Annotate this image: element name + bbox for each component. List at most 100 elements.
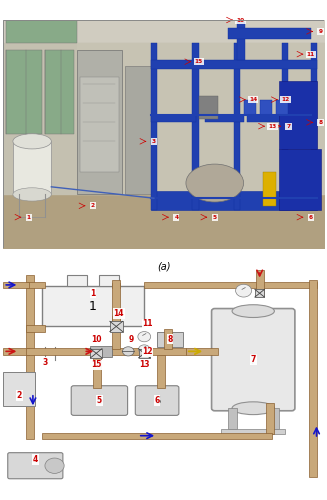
Bar <box>234 43 240 209</box>
Bar <box>26 325 45 332</box>
Bar <box>157 354 165 388</box>
Bar <box>42 432 272 439</box>
Ellipse shape <box>13 134 51 149</box>
Text: 4: 4 <box>33 455 38 464</box>
Bar <box>237 22 245 60</box>
Text: 4: 4 <box>174 214 179 220</box>
Text: 10: 10 <box>236 18 245 22</box>
Bar <box>279 149 320 210</box>
Bar <box>244 100 256 115</box>
Bar <box>263 172 276 206</box>
Text: 7: 7 <box>249 352 258 366</box>
Bar <box>112 280 120 326</box>
Bar <box>99 276 119 285</box>
Text: 13: 13 <box>139 360 149 370</box>
FancyBboxPatch shape <box>212 308 295 411</box>
Circle shape <box>138 332 151 342</box>
Text: 1: 1 <box>89 300 97 312</box>
Text: 12: 12 <box>281 97 289 102</box>
Bar <box>67 276 87 285</box>
Bar <box>112 283 120 288</box>
Bar <box>3 282 29 288</box>
Bar <box>260 100 272 115</box>
Bar <box>205 115 244 122</box>
Bar <box>90 346 112 357</box>
Bar <box>276 100 288 115</box>
Text: 11: 11 <box>142 320 153 328</box>
Bar <box>228 28 311 39</box>
Text: 5: 5 <box>97 396 102 405</box>
Bar <box>80 77 119 172</box>
Bar <box>151 60 317 70</box>
Bar <box>7 50 42 134</box>
Ellipse shape <box>13 188 51 201</box>
Bar <box>228 408 237 428</box>
Bar <box>3 372 35 406</box>
FancyBboxPatch shape <box>71 386 128 416</box>
Text: 3: 3 <box>152 139 156 144</box>
Bar <box>151 43 157 209</box>
Ellipse shape <box>232 304 274 318</box>
Bar <box>256 270 265 296</box>
Bar <box>139 348 150 358</box>
Text: 6: 6 <box>154 396 160 405</box>
Text: 14: 14 <box>113 309 124 318</box>
Ellipse shape <box>232 402 274 414</box>
Circle shape <box>236 284 252 297</box>
Text: 15: 15 <box>91 360 101 370</box>
Bar <box>13 142 51 195</box>
Bar <box>164 329 172 349</box>
Bar <box>151 190 317 210</box>
Bar <box>26 282 45 288</box>
Bar <box>3 348 29 354</box>
Text: 8: 8 <box>167 334 173 344</box>
Text: 15: 15 <box>195 59 203 64</box>
Bar <box>26 348 186 354</box>
Ellipse shape <box>186 164 244 202</box>
Bar <box>192 43 199 209</box>
Bar <box>247 115 311 122</box>
Bar <box>77 50 122 195</box>
Bar <box>144 282 317 288</box>
Text: 9: 9 <box>129 334 134 344</box>
Text: 6: 6 <box>309 214 313 220</box>
Bar <box>157 332 183 347</box>
Text: 5: 5 <box>213 214 217 220</box>
Bar <box>221 428 285 434</box>
Text: 6: 6 <box>154 396 160 406</box>
Text: 2: 2 <box>16 390 23 400</box>
Bar <box>26 276 34 439</box>
Text: 3: 3 <box>42 358 47 366</box>
Text: 14: 14 <box>249 97 257 102</box>
Bar <box>269 408 279 428</box>
Bar <box>112 316 120 350</box>
Bar <box>186 348 218 354</box>
Bar <box>309 280 317 477</box>
Bar <box>266 403 274 434</box>
FancyBboxPatch shape <box>135 386 179 416</box>
Text: 11: 11 <box>307 52 315 57</box>
Text: 2: 2 <box>17 391 22 400</box>
Bar <box>255 290 265 297</box>
FancyBboxPatch shape <box>8 452 63 479</box>
Circle shape <box>123 347 134 356</box>
Bar <box>110 322 123 332</box>
Text: 1: 1 <box>27 214 31 220</box>
Text: 5: 5 <box>96 396 103 406</box>
Text: 13: 13 <box>268 124 277 128</box>
Bar <box>7 20 77 43</box>
Text: 1: 1 <box>90 288 95 298</box>
Text: (a): (a) <box>157 262 170 272</box>
Text: 7: 7 <box>286 124 291 128</box>
Bar <box>125 66 151 194</box>
Bar <box>91 348 102 358</box>
Text: 2: 2 <box>91 204 95 208</box>
Bar <box>311 43 317 209</box>
Bar <box>45 50 74 134</box>
Text: 12: 12 <box>142 348 153 356</box>
Text: 9: 9 <box>318 29 322 34</box>
Bar <box>199 96 218 118</box>
Circle shape <box>139 345 150 354</box>
Text: 8: 8 <box>318 120 323 125</box>
Bar <box>42 286 144 327</box>
